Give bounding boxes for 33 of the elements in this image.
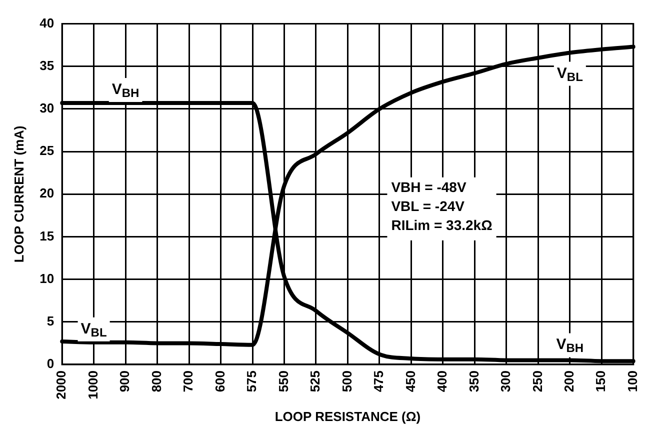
x-tick-label: 450 xyxy=(402,370,418,392)
x-tick-label: 525 xyxy=(308,370,323,392)
x-tick-label: 800 xyxy=(148,370,164,392)
x-tick-label: 300 xyxy=(498,370,514,392)
x-tick-label: 400 xyxy=(434,370,450,392)
x-tick-label: 500 xyxy=(339,370,354,392)
x-tick-label: 1000 xyxy=(85,370,100,400)
x-tick-label: 2000 xyxy=(54,370,69,400)
x-tick-label: 475 xyxy=(371,370,386,392)
y-tick-label: 40 xyxy=(40,15,54,30)
y-tick-label: 35 xyxy=(40,58,54,73)
y-tick-label: 15 xyxy=(40,228,54,244)
annotation: VBH = -48V xyxy=(391,179,467,196)
y-tick-label: 10 xyxy=(40,270,54,286)
x-tick-label: 200 xyxy=(561,370,576,392)
y-tick-label: 25 xyxy=(40,143,54,158)
x-tick-label: 700 xyxy=(180,370,196,392)
annotation: VBL = -24V xyxy=(391,198,466,214)
x-tick-label: 100 xyxy=(624,370,640,392)
x-axis-title: LOOP RESISTANCE (Ω) xyxy=(274,408,421,424)
x-tick-label: 150 xyxy=(593,370,608,392)
x-tick-label: 575 xyxy=(244,370,260,392)
x-tick-label: 250 xyxy=(530,370,545,392)
x-tick-label: 900 xyxy=(117,370,132,392)
annotation: RILim = 33.2kΩ xyxy=(391,217,492,234)
y-tick-label: 30 xyxy=(40,100,54,116)
x-tick-label: 550 xyxy=(276,370,291,392)
y-tick-label: 20 xyxy=(40,186,54,201)
x-tick-label: 600 xyxy=(212,370,228,392)
y-tick-label: 5 xyxy=(46,313,54,328)
y-axis-title: LOOP CURRENT (mA) xyxy=(11,126,26,263)
y-tick-label: 0 xyxy=(46,356,54,372)
x-tick-label: 350 xyxy=(466,370,482,392)
